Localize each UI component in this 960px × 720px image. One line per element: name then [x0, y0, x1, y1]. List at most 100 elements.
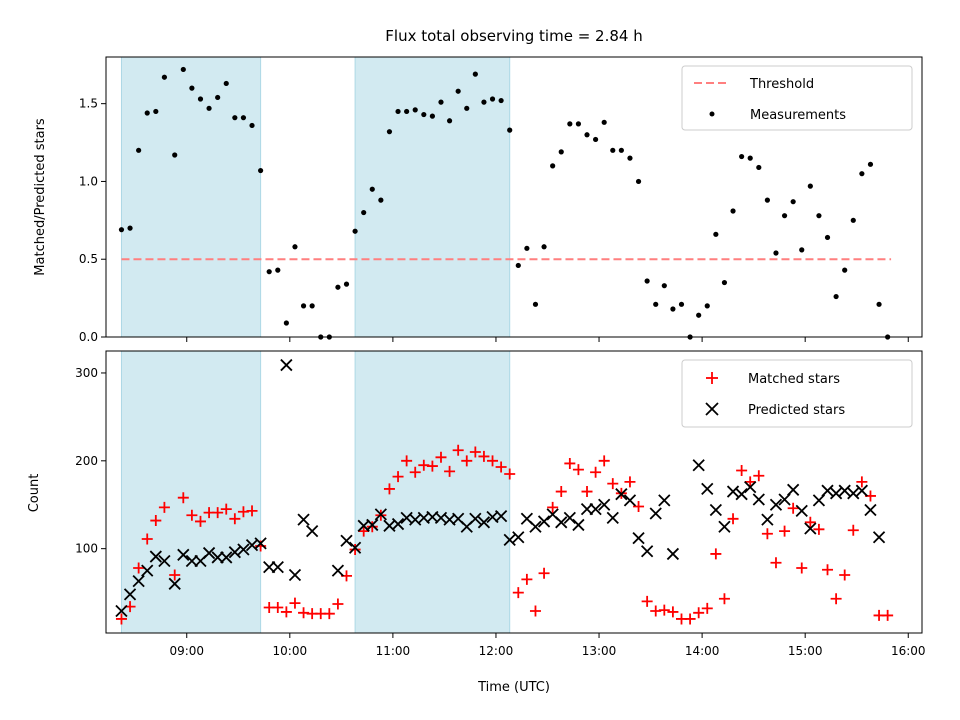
measurement-point	[790, 199, 796, 205]
measurement-point	[153, 108, 159, 115]
matched-star-point	[779, 525, 791, 537]
measurement-point	[118, 227, 125, 233]
matched-star-point	[693, 607, 705, 619]
predicted-star-point	[254, 537, 267, 550]
measurement-point	[127, 225, 133, 231]
measurement-point	[361, 209, 367, 216]
predicted-star-point	[752, 493, 765, 506]
measurement-point	[215, 94, 221, 101]
measurement-point	[627, 155, 633, 161]
matched-star-point	[667, 606, 679, 618]
predicted-star-point	[589, 502, 602, 516]
predicted-star-point	[718, 520, 731, 533]
y-tick-label: 100	[75, 542, 98, 556]
predicted-star-point	[168, 577, 181, 590]
matched-star-point	[115, 613, 127, 625]
measurement-point	[421, 111, 427, 118]
measurement-point	[292, 244, 298, 250]
predicted-star-point	[529, 520, 542, 533]
predicted-star-point	[237, 543, 250, 556]
matched-star-point	[158, 501, 170, 513]
predicted-star-point	[572, 518, 585, 532]
predicted-star-point	[838, 484, 851, 497]
measurement-point	[438, 99, 444, 105]
measurement-point	[764, 197, 770, 203]
matched-star-point	[229, 513, 241, 525]
predicted-star-point	[658, 494, 671, 507]
measurement-point	[567, 121, 573, 127]
predicted-star-point	[804, 522, 817, 535]
measurement-point	[541, 244, 547, 250]
predicted-star-point	[537, 515, 551, 528]
matched-star-point	[590, 466, 602, 478]
matched-star-point	[727, 513, 739, 525]
measurement-point	[136, 147, 142, 153]
x-tick-label: 09:00	[169, 644, 204, 658]
shaded-interval	[120, 350, 262, 634]
predicted-star-point	[847, 487, 860, 500]
measurement-point	[498, 97, 504, 104]
measurement-point	[850, 217, 856, 223]
matched-star-point	[607, 478, 619, 490]
measurement-point	[481, 99, 487, 105]
matched-legend-swatch	[706, 372, 718, 384]
matched-star-point	[495, 461, 507, 473]
measurement-point	[429, 113, 435, 119]
predicted-legend-label: Predicted stars	[748, 403, 845, 418]
measurement-point	[378, 197, 384, 203]
matched-star-point	[504, 468, 516, 480]
top-legend: Threshold Measurements	[681, 65, 913, 131]
matched-star-point	[280, 606, 292, 618]
matched-star-point	[469, 446, 481, 458]
matched-star-point	[133, 562, 145, 574]
measurement-point	[867, 161, 874, 167]
measurement-point	[696, 312, 702, 318]
predicted-star-point	[692, 459, 705, 472]
measurement-point	[833, 293, 839, 300]
measurement-point	[635, 178, 642, 185]
matched-star-point	[839, 569, 851, 581]
measurement-point	[721, 279, 728, 286]
predicted-star-point	[649, 507, 662, 520]
matched-star-point	[392, 471, 404, 483]
y-tick-label: 1.0	[79, 174, 98, 188]
matched-star-point	[272, 602, 284, 614]
matched-star-point	[882, 609, 894, 621]
measurement-point	[275, 267, 281, 273]
predicted-star-point	[158, 554, 171, 568]
threshold-legend-label: Threshold	[749, 77, 814, 92]
predicted-star-point	[331, 564, 345, 577]
matched-star-point	[710, 548, 722, 560]
bottom-y-axis-label: Count	[27, 474, 42, 513]
matched-star-point	[323, 608, 335, 620]
matched-star-point	[409, 466, 421, 478]
predicted-star-point	[821, 484, 834, 497]
bottom-y-ticks: 100 200 300	[75, 366, 106, 556]
measurement-point	[739, 153, 745, 160]
x-tick-label: 13:00	[582, 644, 617, 658]
matched-star-point	[684, 613, 696, 625]
shaded-interval	[120, 56, 262, 338]
matched-star-point	[761, 528, 773, 540]
measurement-point	[206, 105, 212, 111]
predicted-star-point	[623, 494, 637, 507]
matched-star-point	[435, 451, 447, 463]
matched-star-point	[246, 505, 258, 517]
top-plot-frame	[105, 56, 923, 338]
predicted-star-point	[202, 546, 216, 560]
predicted-star-point	[469, 512, 482, 525]
measurement-point	[464, 105, 470, 111]
matched-star-point	[633, 500, 645, 512]
matched-star-point	[658, 604, 670, 616]
top-legend-box	[681, 65, 913, 131]
measurement-point	[799, 247, 805, 253]
matched-star-point	[177, 492, 189, 504]
matched-star-point	[426, 460, 438, 472]
measurement-point	[670, 306, 676, 312]
matched-star-point	[349, 544, 361, 556]
matched-star-point	[444, 465, 456, 477]
measurement-point	[524, 245, 530, 251]
measurement-point	[550, 163, 556, 169]
bottom-x-ticks: 09:00 10:00 11:00 12:00 13:00 14:00 15:00 16:00	[169, 633, 926, 658]
measurement-point	[816, 213, 822, 219]
